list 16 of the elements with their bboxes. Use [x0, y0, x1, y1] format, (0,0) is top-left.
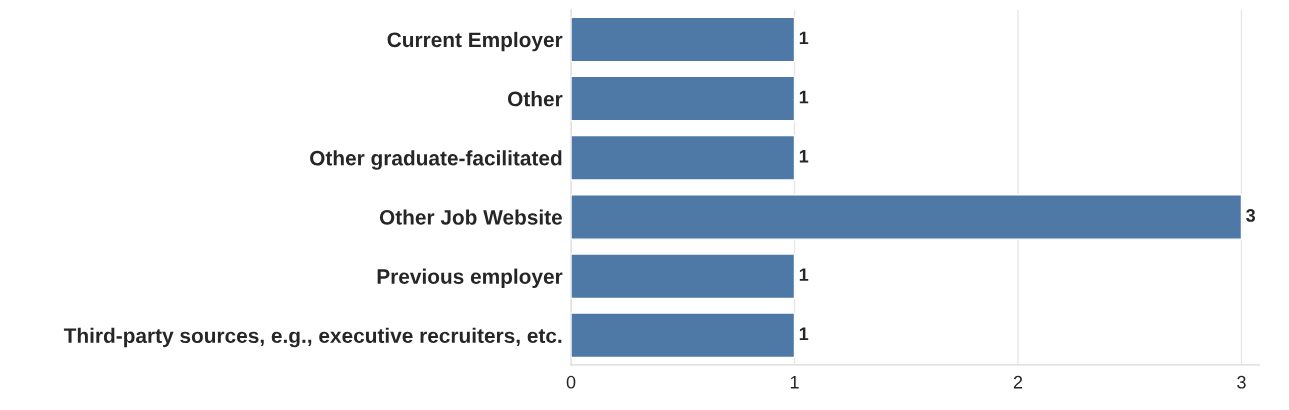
y-tick-label: Other Job Website — [379, 209, 562, 225]
y-tick-label: Previous employer — [377, 268, 563, 289]
data-label: 1 — [799, 150, 809, 163]
y-tick-label: Current Employer — [387, 31, 563, 52]
data-label: 3 — [1246, 209, 1256, 222]
x-tick-label: 3 — [1237, 375, 1246, 389]
x-tick-label: 1 — [790, 375, 799, 389]
data-label: 1 — [799, 31, 809, 45]
y-tick-label: Other — [507, 91, 563, 107]
data-label: 1 — [799, 90, 809, 104]
data-label: 1 — [799, 268, 809, 281]
x-tick-label: 2 — [1013, 375, 1023, 389]
data-label: 1 — [799, 327, 809, 340]
y-tick-label: Third-party sources, e.g., executive recruiters, etc. — [63, 327, 562, 348]
y-tick-label: Other graduate-facilitated — [310, 150, 562, 170]
x-tick-label: 0 — [566, 375, 576, 389]
